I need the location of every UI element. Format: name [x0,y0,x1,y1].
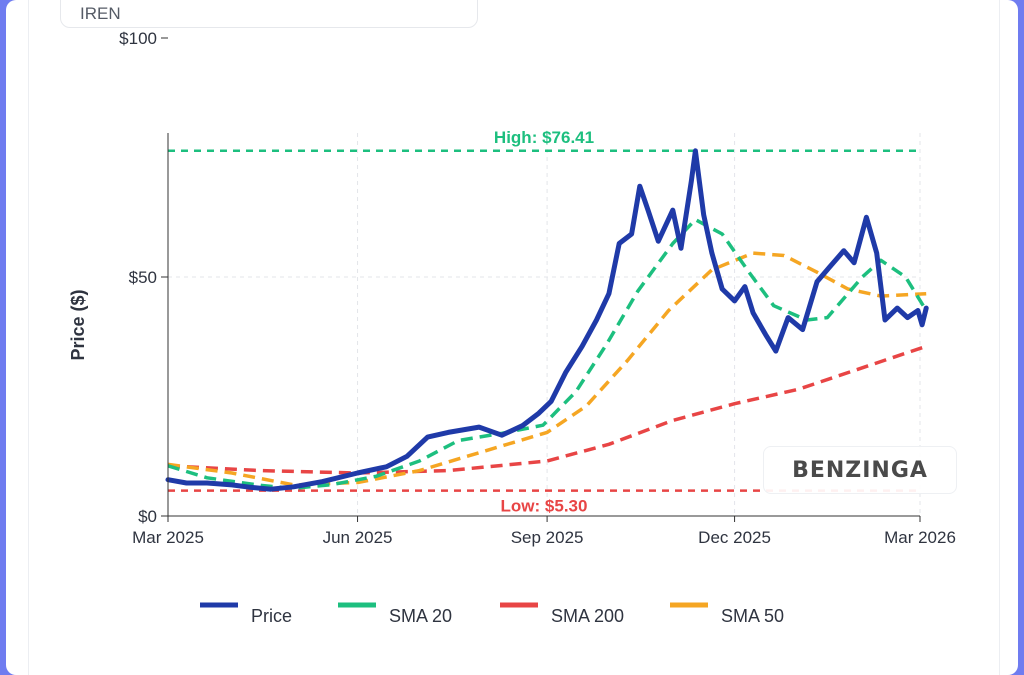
series [165,148,929,492]
y-axis-title: Price ($) [68,289,88,360]
y-tick-label: $0 [138,507,157,526]
legend-label-sma50: SMA 50 [721,606,784,626]
x-tick-label: Sep 2025 [511,528,584,547]
high-label: High: $76.41 [494,128,594,147]
y-tick-label: $100 [119,29,157,48]
legend-label-sma200: SMA 200 [551,606,624,626]
benzinga-watermark: BENZINGA [763,446,957,494]
ticker-field[interactable] [60,0,478,28]
y-tick-label: $50 [129,268,157,287]
ticker-label: IREN [80,4,121,23]
axes: Mar 2025 Jun 2025 Sep 2025 Dec 2025 Mar 2026… [119,29,956,547]
chart-panel [28,0,1000,675]
x-tick-label: Mar 2025 [132,528,204,547]
x-tick-label: Jun 2025 [323,528,393,547]
low-label: Low: $5.30 [501,497,588,516]
legend-label-sma20: SMA 20 [389,606,452,626]
legend-label-price: Price [251,606,292,626]
grid [168,133,921,516]
x-tick-label: Mar 2026 [884,528,956,547]
legend: Price SMA 20 SMA 200 SMA 50 [200,602,784,626]
sma200-line [167,344,927,475]
x-tick-label: Dec 2025 [698,528,771,547]
price-line [165,148,929,492]
sma20-line [167,217,928,491]
sma50-line [167,251,927,487]
